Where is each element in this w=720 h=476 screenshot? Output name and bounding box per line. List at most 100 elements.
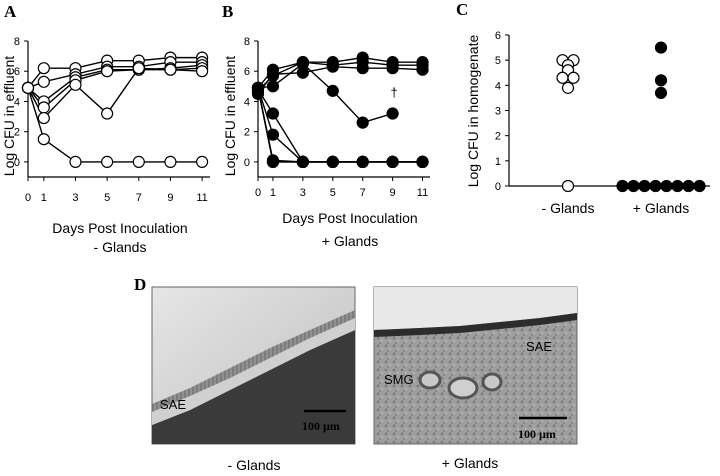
data-point bbox=[37, 111, 50, 125]
panel-letter-c: C bbox=[456, 0, 468, 19]
y-tick-label: 6 bbox=[14, 66, 20, 78]
micrograph-left: SAE 100 µm bbox=[151, 286, 356, 445]
micrograph-left-epithelium bbox=[152, 310, 355, 412]
micrograph-left-caption: - Glands bbox=[228, 457, 281, 473]
chart-b-annotation: † bbox=[390, 85, 397, 100]
x-tick-label: 3 bbox=[300, 187, 306, 199]
data-point bbox=[69, 155, 82, 168]
data-point bbox=[101, 155, 114, 168]
x-tick-label: 1 bbox=[270, 187, 276, 199]
data-point bbox=[251, 81, 265, 94]
data-point bbox=[567, 71, 580, 84]
y-tick-label: 3 bbox=[495, 106, 501, 118]
chart-b-x-label: Days Post Inoculation bbox=[282, 210, 417, 226]
series-line-4 bbox=[257, 88, 423, 163]
x-tick-label: 3 bbox=[72, 192, 78, 204]
x-tick-label: 11 bbox=[196, 192, 207, 204]
y-tick-label: 5 bbox=[495, 55, 501, 67]
data-point bbox=[326, 84, 339, 97]
micrograph-right-sae-label: SAE bbox=[526, 339, 552, 354]
micrograph-right-gland-2 bbox=[418, 370, 442, 390]
data-point bbox=[266, 68, 280, 81]
data-point bbox=[682, 179, 695, 193]
data-point bbox=[561, 179, 575, 193]
chart-b-y-label: Log CFU in effluent bbox=[222, 56, 238, 176]
y-tick-label: 6 bbox=[495, 30, 501, 42]
data-point bbox=[37, 101, 50, 114]
micrograph-right-gland-1 bbox=[447, 376, 479, 400]
x-tick-label: 7 bbox=[136, 192, 142, 204]
data-point bbox=[266, 155, 280, 168]
x-tick-label: 9 bbox=[390, 187, 396, 199]
data-point bbox=[132, 62, 145, 75]
data-point bbox=[356, 116, 369, 129]
data-point bbox=[649, 179, 662, 193]
chart-a-group-label: - Glands bbox=[94, 239, 147, 255]
data-point bbox=[37, 75, 50, 88]
data-point bbox=[356, 62, 369, 75]
x-tick-label: 5 bbox=[104, 192, 110, 204]
y-tick-label: 4 bbox=[495, 80, 501, 92]
micrograph-right-scale-label: 100 µm bbox=[518, 427, 556, 441]
panel-letter-b: B bbox=[222, 2, 233, 21]
data-point bbox=[266, 128, 280, 141]
chart-c-y-label: Log CFU in homogenate bbox=[465, 35, 481, 188]
data-point bbox=[164, 63, 177, 76]
data-point bbox=[21, 81, 35, 94]
panel-letter-d: D bbox=[134, 275, 146, 294]
data-point bbox=[326, 155, 339, 168]
y-tick-label: 2 bbox=[495, 131, 501, 143]
x-tick-label: 5 bbox=[330, 187, 336, 199]
x-tick-label: 0 bbox=[25, 192, 31, 204]
data-point bbox=[296, 57, 309, 70]
data-point bbox=[132, 155, 145, 168]
y-tick-label: 6 bbox=[244, 66, 250, 78]
data-point bbox=[164, 155, 177, 168]
y-tick-label: 4 bbox=[244, 96, 250, 108]
data-point bbox=[654, 86, 668, 99]
x-tick-label: 11 bbox=[417, 187, 428, 199]
data-point bbox=[416, 155, 429, 168]
data-point bbox=[654, 74, 668, 87]
data-point bbox=[386, 62, 399, 75]
data-point bbox=[556, 71, 569, 84]
data-point bbox=[638, 179, 651, 193]
x-tick-label: 0 bbox=[255, 187, 261, 199]
micrograph-left-scale-label: 100 µm bbox=[302, 419, 340, 433]
y-tick-label: 8 bbox=[14, 36, 20, 48]
data-point bbox=[671, 179, 684, 193]
chart-a-x-label: Days Post Inoculation bbox=[52, 220, 187, 236]
data-point bbox=[101, 65, 114, 78]
y-tick-label: 0 bbox=[244, 157, 250, 169]
data-point bbox=[627, 179, 640, 193]
category-label: - Glands bbox=[542, 200, 595, 216]
category-label: + Glands bbox=[633, 200, 689, 216]
data-point bbox=[356, 155, 369, 168]
data-point bbox=[195, 155, 209, 168]
y-tick-label: 4 bbox=[14, 96, 20, 108]
chart-b-group-label: + Glands bbox=[322, 233, 378, 249]
micrograph-right-gland-3 bbox=[481, 372, 503, 392]
data-point bbox=[386, 155, 399, 168]
data-point bbox=[195, 65, 209, 78]
micrograph-left-dark-tissue bbox=[152, 330, 355, 444]
data-point bbox=[654, 41, 668, 54]
x-tick-label: 7 bbox=[360, 187, 366, 199]
data-point bbox=[37, 133, 50, 146]
data-point bbox=[660, 179, 673, 193]
data-point bbox=[561, 81, 575, 94]
data-point bbox=[266, 107, 280, 120]
micrograph-right-lumen bbox=[374, 287, 577, 330]
data-point bbox=[386, 107, 399, 120]
data-point bbox=[616, 179, 629, 193]
panel-letter-a: A bbox=[4, 2, 17, 21]
y-tick-label: 0 bbox=[495, 181, 501, 193]
micrograph-right-caption: + Glands bbox=[442, 455, 498, 471]
micrograph-left-sae-label: SAE bbox=[160, 397, 186, 412]
micrograph-right-epithelium bbox=[374, 313, 577, 337]
data-point bbox=[326, 60, 339, 73]
data-point bbox=[296, 155, 309, 168]
data-point bbox=[37, 62, 50, 75]
